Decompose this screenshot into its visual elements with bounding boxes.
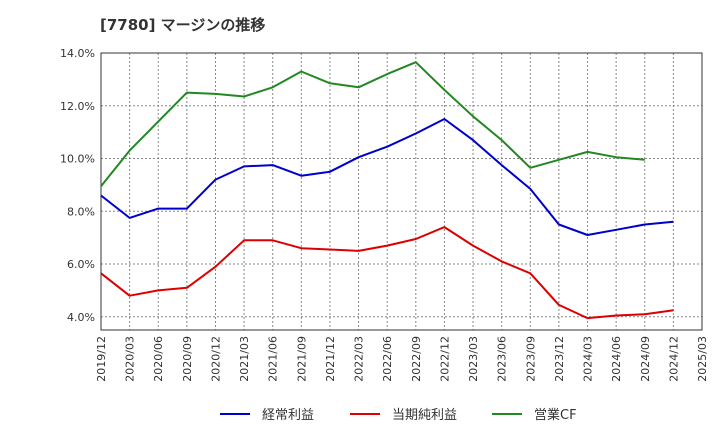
y-tick-label: 8.0% bbox=[67, 205, 95, 218]
x-tick-label: 2024/06 bbox=[610, 336, 623, 382]
x-tick-label: 2024/12 bbox=[667, 336, 680, 382]
x-tick-label: 2021/09 bbox=[295, 336, 308, 382]
y-tick-label: 4.0% bbox=[67, 311, 95, 324]
x-tick-label: 2019/12 bbox=[95, 336, 108, 382]
x-tick-label: 2022/09 bbox=[410, 336, 423, 382]
series-line-2 bbox=[100, 226, 674, 320]
x-tick-label: 2020/12 bbox=[209, 336, 222, 382]
x-tick-label: 2024/03 bbox=[582, 336, 595, 382]
x-tick-label: 2023/09 bbox=[524, 336, 537, 382]
y-tick-label: 6.0% bbox=[67, 258, 95, 271]
x-tick-label: 2022/03 bbox=[353, 336, 366, 382]
plot-area bbox=[101, 53, 702, 330]
legend-label: 当期純利益 bbox=[392, 408, 457, 423]
legend-label: 経常利益 bbox=[262, 408, 314, 423]
x-tick-label: 2021/03 bbox=[238, 336, 251, 382]
x-tick-label: 2025/03 bbox=[696, 336, 709, 382]
series-line-1 bbox=[100, 118, 674, 236]
x-tick-label: 2020/06 bbox=[152, 336, 165, 382]
x-tick-label: 2023/12 bbox=[553, 336, 566, 382]
x-tick-label: 2020/09 bbox=[181, 336, 194, 382]
y-tick-label: 10.0% bbox=[60, 153, 95, 166]
x-tick-label: 2023/03 bbox=[467, 336, 480, 382]
x-tick-label: 2022/06 bbox=[381, 336, 394, 382]
chart-title: [7780] マージンの推移 bbox=[100, 16, 266, 34]
x-tick-label: 2023/06 bbox=[496, 336, 509, 382]
x-tick-label: 2021/06 bbox=[267, 336, 280, 382]
plot-border bbox=[100, 52, 703, 331]
x-tick-label: 2024/09 bbox=[639, 336, 652, 382]
x-tick-label: 2021/12 bbox=[324, 336, 337, 382]
x-tick-label: 2020/03 bbox=[124, 336, 137, 382]
legend-label: 営業CF bbox=[534, 407, 577, 423]
series-line-3 bbox=[100, 61, 645, 187]
x-tick-label: 2022/12 bbox=[438, 336, 451, 382]
y-tick-label: 12.0% bbox=[60, 100, 95, 113]
y-tick-label: 14.0% bbox=[60, 47, 95, 60]
